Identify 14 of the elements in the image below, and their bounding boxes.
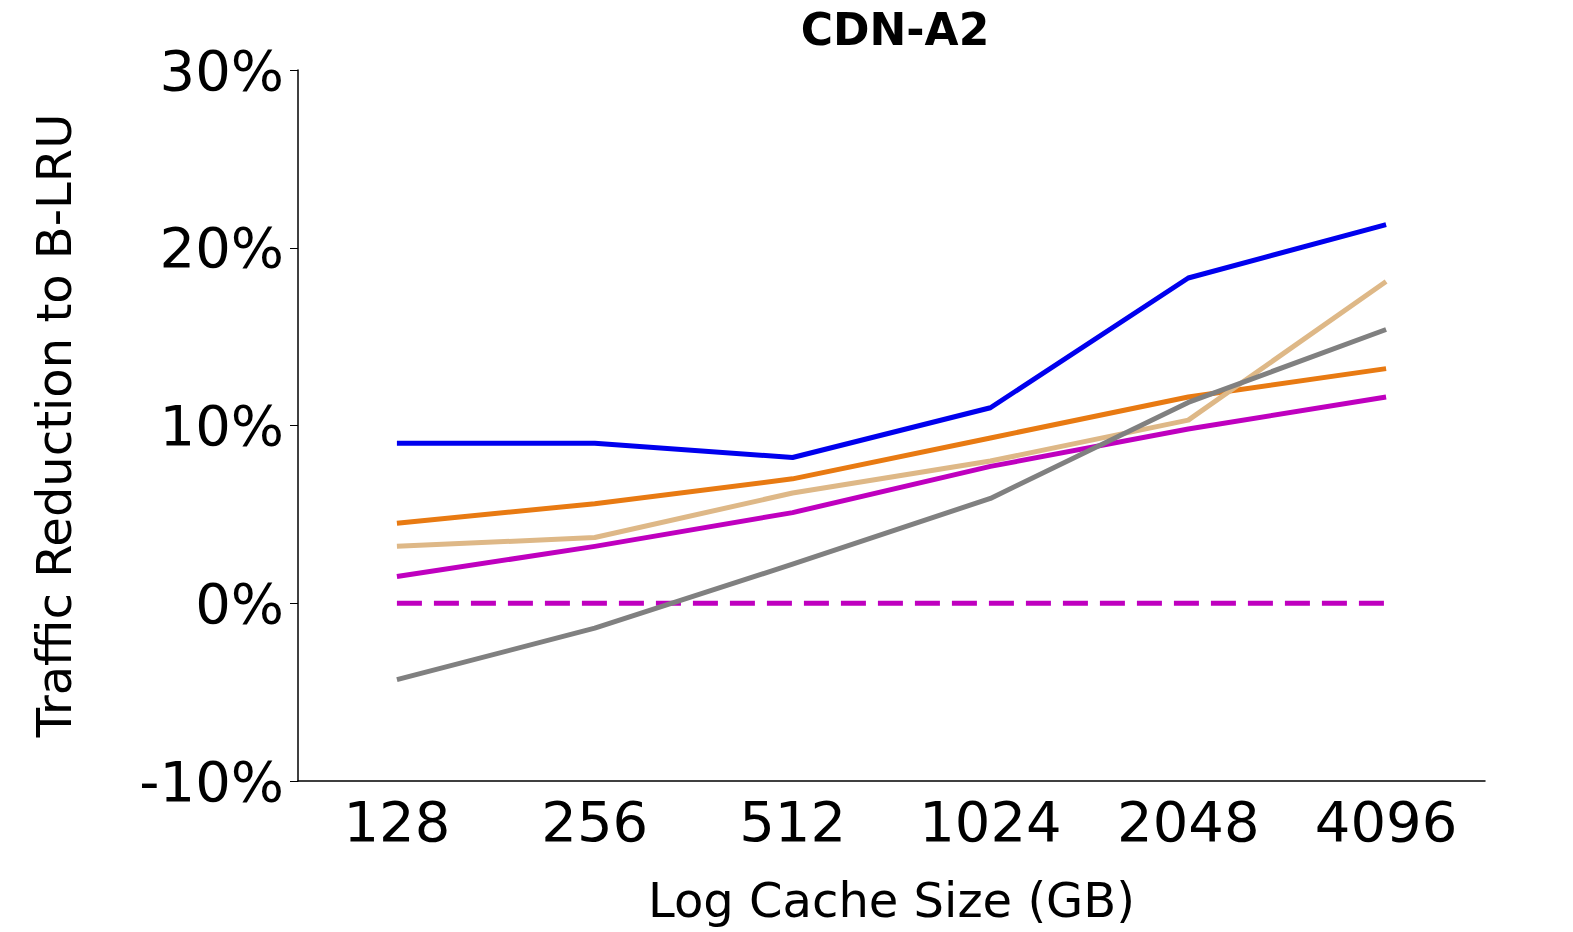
x-axis-title: Log Cache Size (GB) <box>648 872 1135 928</box>
x-tick-label: 1024 <box>919 788 1062 854</box>
y-axis-title: Traffic Reduction to B-LRU <box>26 113 82 739</box>
y-tick-label: 20% <box>159 215 284 281</box>
x-tick-label: 2048 <box>1116 788 1260 854</box>
y-tick-label: 30% <box>159 37 284 103</box>
x-tick-label: 512 <box>739 788 847 854</box>
y-tick-label: 10% <box>159 393 284 458</box>
x-tick-label: 128 <box>343 788 451 854</box>
chart-title: CDN-A2 <box>800 3 990 55</box>
x-tick-label: 4096 <box>1314 788 1458 854</box>
y-tick-label: -10% <box>139 748 284 814</box>
y-tick-label: 0% <box>195 570 284 636</box>
x-tick-label: 256 <box>541 788 649 854</box>
